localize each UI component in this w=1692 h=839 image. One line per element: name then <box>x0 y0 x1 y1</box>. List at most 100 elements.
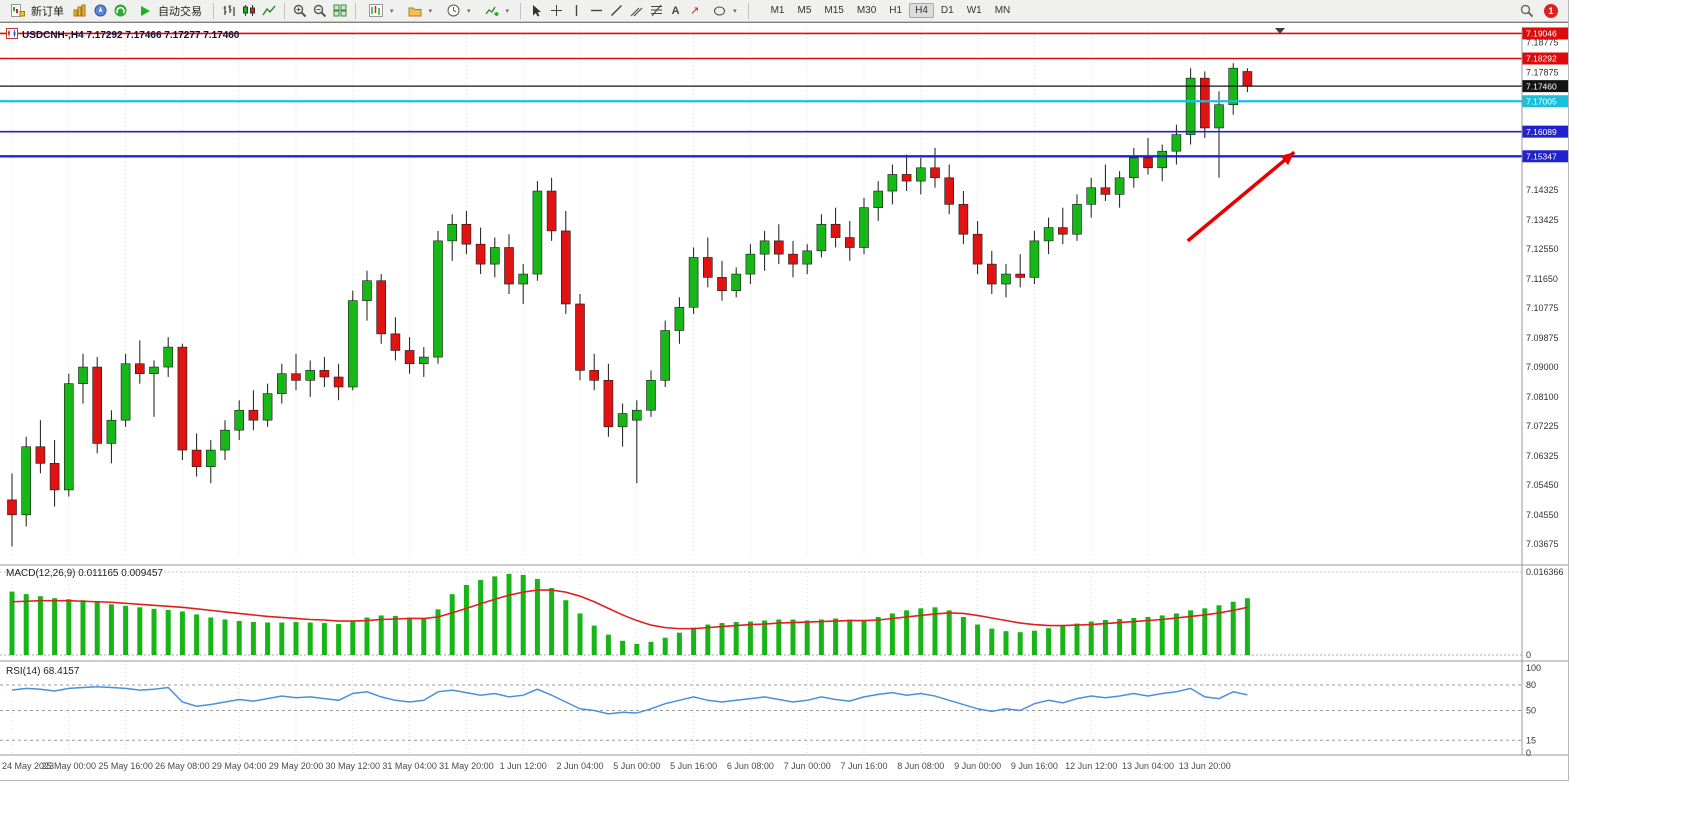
timeframe-mn[interactable]: MN <box>994 5 1011 16</box>
trendline-tool-icon[interactable] <box>607 2 625 20</box>
svg-text:7.17460: 7.17460 <box>1526 81 1557 91</box>
chart-area: 7.18775 7.17875 7.14325 7.13425 7.12550 7.116… <box>0 22 1568 778</box>
svg-text:7.07225: 7.07225 <box>1526 421 1559 431</box>
svg-text:8 Jun 08:00: 8 Jun 08:00 <box>897 761 944 771</box>
svg-text:30 May 12:00: 30 May 12:00 <box>326 761 381 771</box>
svg-text:7.19046: 7.19046 <box>1526 29 1557 39</box>
toolbar-separator <box>284 2 285 19</box>
svg-text:7.11650: 7.11650 <box>1526 274 1558 284</box>
timeframe-m30[interactable]: M30 <box>856 5 877 16</box>
svg-text:25 May 16:00: 25 May 16:00 <box>98 761 153 771</box>
mql5-community-icon[interactable] <box>111 2 129 20</box>
svg-text:7.18292: 7.18292 <box>1526 54 1557 64</box>
market-watch-icon[interactable] <box>71 2 89 20</box>
svg-text:7.05450: 7.05450 <box>1526 480 1559 490</box>
new-order-label: 新订单 <box>31 5 64 18</box>
auto-trading-icon <box>136 2 154 20</box>
timeframe-h1[interactable]: H1 <box>889 5 903 16</box>
svg-text:7.09000: 7.09000 <box>1526 362 1559 372</box>
svg-text:7.17005: 7.17005 <box>1526 96 1557 106</box>
toolbar-separator <box>355 2 356 19</box>
svg-text:50: 50 <box>1526 706 1536 716</box>
svg-text:7.03675: 7.03675 <box>1526 539 1559 549</box>
indicators-icon <box>483 2 501 20</box>
svg-text:7.13425: 7.13425 <box>1526 215 1559 225</box>
chart-canvas[interactable]: 7.18775 7.17875 7.14325 7.13425 7.12550 7.116… <box>0 22 1568 778</box>
auto-trading-button[interactable]: 自动交易 <box>131 1 207 21</box>
shapes-tool-icon <box>710 2 728 20</box>
svg-text:7.17875: 7.17875 <box>1526 67 1559 77</box>
chevron-down-icon: ▾ <box>390 7 394 15</box>
zoom-in-icon[interactable] <box>291 2 309 20</box>
notification-badge[interactable]: 1 <box>1544 3 1558 18</box>
svg-text:15: 15 <box>1526 735 1536 745</box>
timeframe-m15[interactable]: M15 <box>824 5 844 16</box>
channel-tool-icon[interactable] <box>627 2 645 20</box>
svg-text:7.14325: 7.14325 <box>1526 185 1559 195</box>
arrows-tool-icon[interactable]: ↗ <box>689 5 700 17</box>
svg-text:2 Jun 04:00: 2 Jun 04:00 <box>556 761 603 771</box>
chevron-down-icon: ▾ <box>733 7 737 15</box>
svg-text:13 Jun 04:00: 13 Jun 04:00 <box>1122 761 1174 771</box>
svg-text:29 May 20:00: 29 May 20:00 <box>269 761 324 771</box>
toolbar-separator <box>520 2 522 19</box>
shapes-tool-button[interactable]: ▾ <box>705 1 742 21</box>
svg-text:13 Jun 20:00: 13 Jun 20:00 <box>1179 761 1231 771</box>
svg-text:0: 0 <box>1526 650 1531 660</box>
toolbar-separator <box>213 2 214 19</box>
text-tool-icon[interactable]: A <box>671 4 680 17</box>
periods-button[interactable]: ▾ <box>439 1 476 21</box>
svg-text:31 May 04:00: 31 May 04:00 <box>382 761 437 771</box>
svg-text:7.06325: 7.06325 <box>1526 451 1559 461</box>
indicators-button[interactable]: ▾ <box>478 1 515 21</box>
svg-text:29 May 04:00: 29 May 04:00 <box>212 761 267 771</box>
new-order-button[interactable]: 新订单 <box>4 1 69 21</box>
toolbar: 新订单 自动交易 <box>0 0 1568 22</box>
svg-text:31 May 20:00: 31 May 20:00 <box>439 761 494 771</box>
svg-text:7.10775: 7.10775 <box>1526 303 1559 313</box>
profiles-folder-icon <box>406 2 424 20</box>
line-chart-type-icon[interactable] <box>260 2 278 20</box>
candlestick-chart-type-icon[interactable] <box>240 2 258 20</box>
svg-text:0: 0 <box>1526 748 1531 758</box>
vertical-line-tool-icon[interactable] <box>567 2 585 20</box>
navigator-icon[interactable] <box>91 2 109 20</box>
svg-text:9 Jun 16:00: 9 Jun 16:00 <box>1011 761 1058 771</box>
terminal-window: 新订单 自动交易 <box>0 0 1569 781</box>
horizontal-line-tool-icon[interactable] <box>587 2 605 20</box>
crosshair-icon[interactable] <box>547 2 565 20</box>
chevron-down-icon: ▾ <box>428 7 433 15</box>
timeframe-m1[interactable]: M1 <box>770 5 785 16</box>
chevron-down-icon: ▾ <box>467 7 471 15</box>
svg-text:7 Jun 16:00: 7 Jun 16:00 <box>840 761 887 771</box>
toolbar-separator <box>747 2 749 19</box>
timeframe-w1[interactable]: W1 <box>966 5 982 16</box>
svg-text:1 Jun 12:00: 1 Jun 12:00 <box>500 761 547 771</box>
svg-text:6 Jun 08:00: 6 Jun 08:00 <box>727 761 774 771</box>
svg-text:26 May 08:00: 26 May 08:00 <box>155 761 210 771</box>
timeframe-toolbar: M1 M5 M15 M30 H1 H4 D1 W1 MN <box>765 3 1017 18</box>
search-icon[interactable] <box>1518 2 1536 20</box>
svg-text:7 Jun 00:00: 7 Jun 00:00 <box>784 761 831 771</box>
zoom-out-icon[interactable] <box>311 2 329 20</box>
profiles-button[interactable]: ▾ <box>401 1 438 21</box>
svg-text:5 Jun 00:00: 5 Jun 00:00 <box>613 761 660 771</box>
timeframe-m5[interactable]: M5 <box>797 5 812 16</box>
svg-text:24 May 2023: 24 May 2023 <box>2 761 54 771</box>
svg-text:9 Jun 00:00: 9 Jun 00:00 <box>954 761 1001 771</box>
timeframe-d1[interactable]: D1 <box>940 5 954 16</box>
svg-text:7.18775: 7.18775 <box>1526 37 1559 47</box>
svg-text:0.016366: 0.016366 <box>1526 567 1564 577</box>
fibonacci-tool-icon[interactable] <box>647 2 665 20</box>
bar-chart-type-icon[interactable] <box>220 2 238 20</box>
timeframe-h4[interactable]: H4 <box>909 3 934 18</box>
toolbar-right: 1 <box>1518 2 1564 20</box>
tile-windows-icon[interactable] <box>331 2 349 20</box>
svg-text:7.04550: 7.04550 <box>1526 510 1559 520</box>
svg-text:5 Jun 16:00: 5 Jun 16:00 <box>670 761 717 771</box>
svg-text:7.15347: 7.15347 <box>1526 151 1557 161</box>
new-chart-button[interactable]: ▾ <box>362 1 399 21</box>
cursor-icon[interactable] <box>527 2 545 20</box>
chevron-down-icon: ▾ <box>505 7 510 15</box>
svg-text:7.12550: 7.12550 <box>1526 244 1559 254</box>
